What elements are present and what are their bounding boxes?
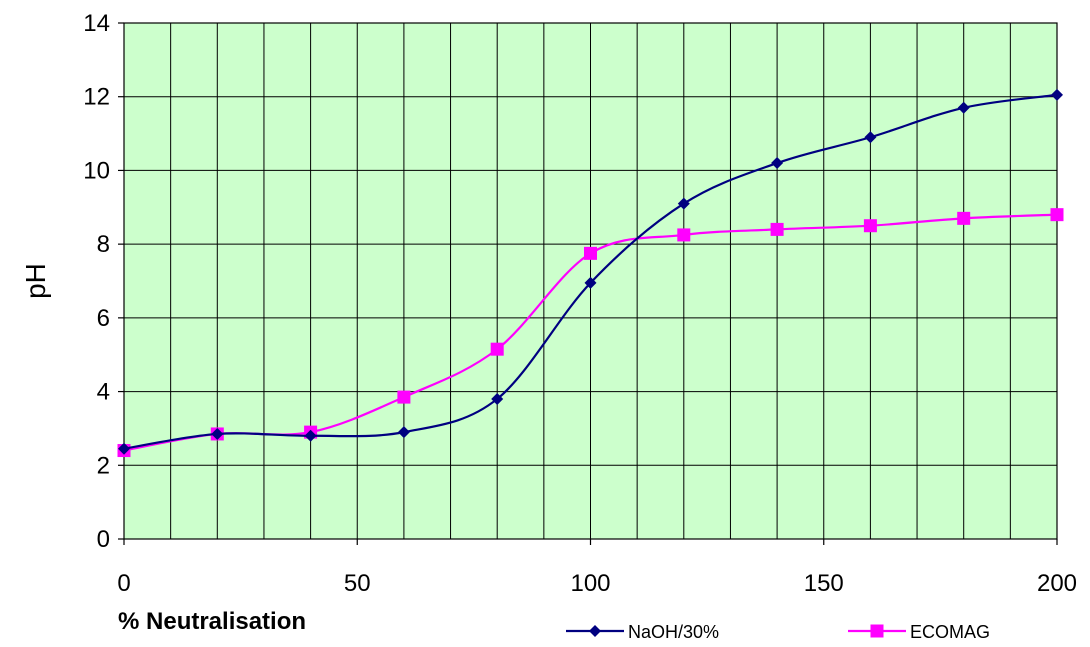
legend: NaOH/30% ECOMAG: [566, 622, 990, 642]
data-point-naoh: [211, 427, 224, 440]
data-point-ecomag: [863, 219, 877, 233]
data-point-naoh: [771, 157, 784, 170]
legend-marker-ecomag: [870, 624, 884, 638]
series-layer: [117, 88, 1064, 458]
data-point-ecomag: [677, 228, 691, 242]
y-tick-label: 12: [83, 84, 110, 111]
legend-item-naoh: NaOH/30%: [566, 622, 719, 642]
data-point-naoh: [677, 197, 690, 210]
y-axis-label: pH: [20, 263, 51, 299]
y-tick-label: 4: [97, 379, 110, 406]
data-point-naoh: [864, 131, 877, 144]
data-point-ecomag: [770, 222, 784, 236]
series-naoh: [118, 88, 1063, 455]
legend-label-ecomag: ECOMAG: [910, 622, 990, 642]
y-tick-label: 0: [97, 526, 110, 553]
legend-label-naoh: NaOH/30%: [628, 622, 719, 642]
y-tick-label: 6: [97, 305, 110, 332]
axes: [118, 22, 1058, 545]
y-tick-label: 10: [83, 157, 110, 184]
data-point-ecomag: [490, 342, 504, 356]
data-point-naoh: [1051, 88, 1063, 101]
legend-item-ecomag: ECOMAG: [848, 622, 990, 642]
x-tick-label: 100: [570, 570, 610, 597]
x-tick-label: 50: [344, 570, 371, 597]
data-point-ecomag: [957, 211, 971, 225]
y-tick-label: 8: [97, 231, 110, 258]
data-point-ecomag: [1050, 208, 1064, 222]
x-tick-label: 150: [804, 570, 844, 597]
data-point-naoh: [491, 392, 504, 405]
data-point-naoh: [957, 101, 970, 114]
data-point-naoh: [304, 429, 317, 442]
y-tick-label: 14: [83, 10, 110, 37]
data-point-naoh: [397, 426, 410, 439]
data-point-ecomag: [584, 246, 597, 260]
data-point-naoh: [584, 276, 597, 289]
x-tick-label: 200: [1037, 570, 1077, 597]
legend-marker-naoh: [589, 625, 601, 637]
data-point-ecomag: [397, 390, 411, 404]
data-point-naoh: [118, 442, 130, 455]
tick-labels: 0 2 4 6 8 10 12 14 0 50 100 150 200: [83, 10, 1077, 597]
x-axis-label: % Neutralisation: [118, 608, 306, 635]
x-tick-label: 0: [117, 570, 130, 597]
y-tick-label: 2: [97, 452, 110, 479]
